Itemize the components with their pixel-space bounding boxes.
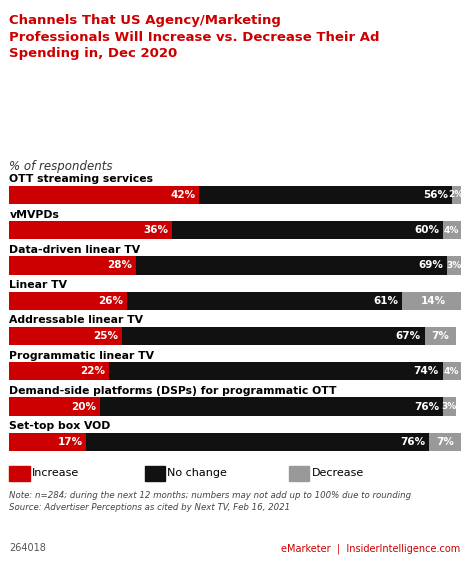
Text: eMarketer  |  InsiderIntelligence.com: eMarketer | InsiderIntelligence.com — [282, 543, 461, 554]
Text: Programmatic linear TV: Programmatic linear TV — [9, 351, 155, 361]
Bar — [109, 362, 443, 380]
Bar — [9, 221, 172, 239]
Bar — [9, 432, 86, 451]
Text: 7%: 7% — [431, 331, 449, 341]
Text: Increase: Increase — [32, 468, 79, 478]
Bar — [424, 327, 456, 345]
Text: 2%: 2% — [448, 190, 464, 199]
Text: No change: No change — [167, 468, 227, 478]
Text: 76%: 76% — [400, 437, 425, 447]
Bar — [9, 327, 122, 345]
Text: 3%: 3% — [442, 402, 457, 411]
Text: Linear TV: Linear TV — [9, 280, 67, 290]
Text: 61%: 61% — [373, 295, 399, 306]
Bar — [122, 327, 424, 345]
Text: 69%: 69% — [419, 260, 444, 271]
Text: 74%: 74% — [414, 366, 439, 376]
Text: % of respondents: % of respondents — [9, 160, 113, 173]
Text: 42%: 42% — [170, 190, 196, 200]
Bar — [289, 466, 309, 481]
Bar — [429, 432, 461, 451]
Text: 56%: 56% — [423, 190, 448, 200]
Bar — [9, 291, 127, 310]
Bar — [100, 397, 443, 416]
Text: 20%: 20% — [71, 402, 96, 411]
Bar — [145, 466, 165, 481]
Text: vMVPDs: vMVPDs — [9, 209, 59, 220]
Text: Note: n=284; during the next 12 months; numbers may not add up to 100% due to ro: Note: n=284; during the next 12 months; … — [9, 491, 412, 512]
Bar — [443, 221, 461, 239]
Text: OTT streaming services: OTT streaming services — [9, 174, 153, 185]
Bar — [136, 256, 447, 275]
Text: 67%: 67% — [396, 331, 421, 341]
Text: 14%: 14% — [421, 295, 446, 306]
Text: 264018: 264018 — [9, 543, 46, 554]
Text: 4%: 4% — [444, 367, 459, 376]
Bar — [199, 186, 452, 204]
Text: Addressable linear TV: Addressable linear TV — [9, 315, 143, 325]
Bar — [86, 432, 429, 451]
Text: 36%: 36% — [143, 225, 168, 235]
Text: 25%: 25% — [94, 331, 118, 341]
Text: 28%: 28% — [107, 260, 132, 271]
Text: 26%: 26% — [98, 295, 123, 306]
Text: Set-top box VOD: Set-top box VOD — [9, 421, 111, 431]
Bar — [9, 186, 199, 204]
Bar — [9, 397, 100, 416]
Bar — [127, 291, 402, 310]
Bar — [9, 362, 109, 380]
Text: 4%: 4% — [444, 226, 459, 235]
Bar — [402, 291, 465, 310]
Bar — [452, 186, 461, 204]
Text: 3%: 3% — [446, 261, 462, 270]
Text: Data-driven linear TV: Data-driven linear TV — [9, 245, 141, 255]
Text: 76%: 76% — [414, 402, 439, 411]
Bar — [172, 221, 443, 239]
Bar — [443, 397, 456, 416]
Text: Decrease: Decrease — [312, 468, 364, 478]
Text: Channels That US Agency/Marketing
Professionals Will Increase vs. Decrease Their: Channels That US Agency/Marketing Profes… — [9, 14, 380, 60]
Bar — [443, 362, 461, 380]
Text: Demand-side platforms (DSPs) for programmatic OTT: Demand-side platforms (DSPs) for program… — [9, 386, 337, 396]
Text: 60%: 60% — [414, 225, 439, 235]
Text: 7%: 7% — [436, 437, 454, 447]
Bar — [447, 256, 461, 275]
Bar — [9, 256, 136, 275]
Text: 17%: 17% — [57, 437, 83, 447]
Bar — [9, 466, 30, 481]
Text: 22%: 22% — [80, 366, 105, 376]
